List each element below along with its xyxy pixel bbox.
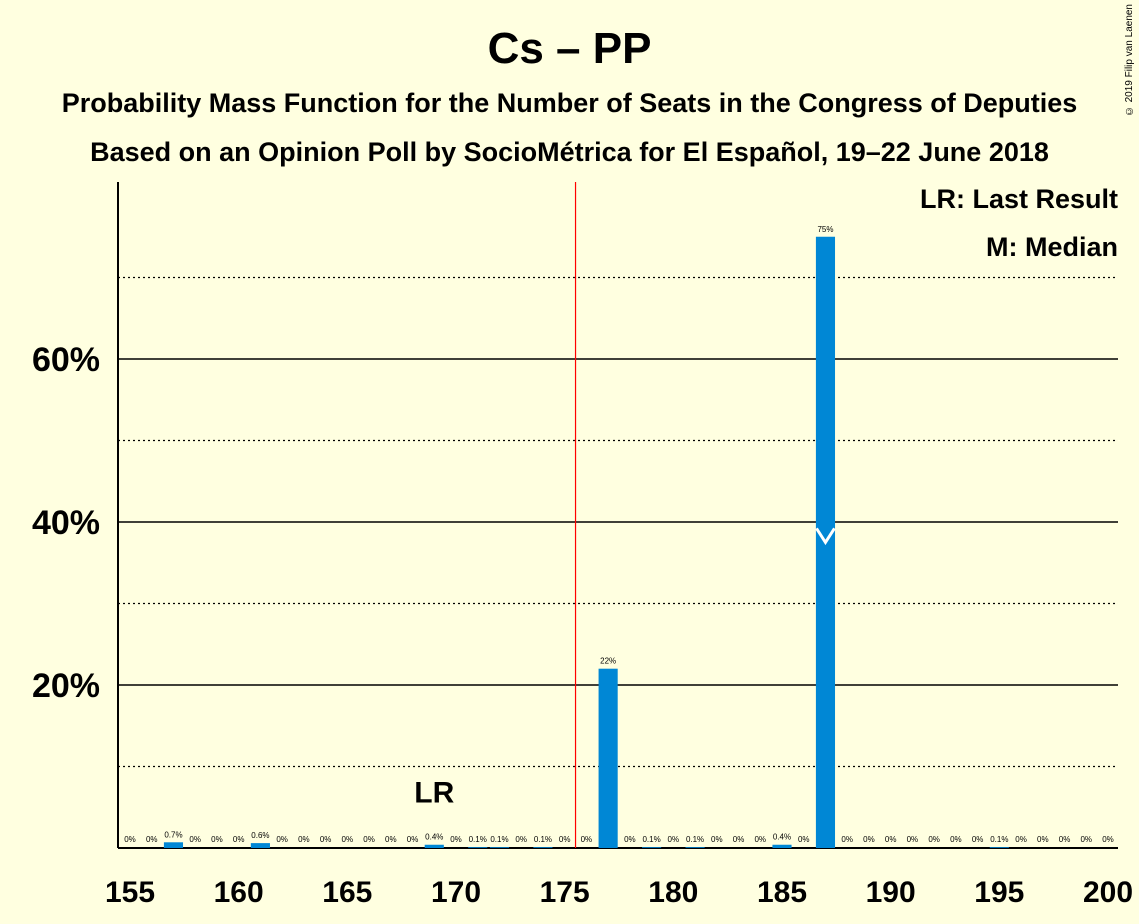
x-tick-label: 190 bbox=[866, 876, 916, 909]
bar bbox=[468, 847, 488, 848]
bar-value-label: 0% bbox=[928, 835, 940, 844]
bar-value-label: 0.1% bbox=[469, 835, 487, 844]
legend-median: M: Median bbox=[986, 232, 1118, 262]
bar bbox=[598, 668, 618, 848]
bar-value-label: 0% bbox=[841, 835, 853, 844]
bar-value-label: 0.1% bbox=[686, 835, 704, 844]
bar bbox=[533, 847, 553, 848]
bar-value-label: 0% bbox=[146, 835, 158, 844]
y-tick-label: 40% bbox=[32, 504, 100, 542]
bar-value-label: 0.4% bbox=[425, 833, 443, 842]
bar-value-label: 0.1% bbox=[490, 835, 508, 844]
bar-value-label: 0.4% bbox=[773, 833, 791, 842]
bar-value-label: 0% bbox=[559, 835, 571, 844]
bar-value-label: 0% bbox=[754, 835, 766, 844]
bar-value-label: 0% bbox=[407, 835, 419, 844]
bar bbox=[250, 843, 270, 848]
bar-value-label: 0% bbox=[907, 835, 919, 844]
bar-value-label: 0% bbox=[885, 835, 897, 844]
bar-value-label: 0% bbox=[211, 835, 223, 844]
bar bbox=[685, 847, 705, 848]
bar-value-label: 0% bbox=[1015, 835, 1027, 844]
x-tick-label: 170 bbox=[431, 876, 481, 909]
x-tick-label: 160 bbox=[214, 876, 264, 909]
bar-value-label: 0% bbox=[298, 835, 310, 844]
bar-value-label: 0% bbox=[320, 835, 332, 844]
bar-value-label: 0.1% bbox=[534, 835, 552, 844]
bar-value-label: 0.7% bbox=[164, 830, 182, 839]
bar-value-label: 0% bbox=[1059, 835, 1071, 844]
bar-value-label: 0% bbox=[1102, 835, 1114, 844]
bar-value-label: 0% bbox=[711, 835, 723, 844]
bar-value-label: 0% bbox=[363, 835, 375, 844]
bar bbox=[489, 847, 510, 848]
bar-value-label: 0% bbox=[1080, 835, 1092, 844]
bar-value-label: 0% bbox=[189, 835, 201, 844]
bar-value-label: 0% bbox=[624, 835, 636, 844]
x-tick-label: 165 bbox=[322, 876, 372, 909]
x-tick-label: 155 bbox=[105, 876, 155, 909]
last-result-label: LR bbox=[414, 777, 454, 810]
bar-value-label: 0% bbox=[276, 835, 288, 844]
bar bbox=[163, 842, 184, 848]
legend-last-result: LR: Last Result bbox=[919, 184, 1118, 214]
bar-value-label: 0% bbox=[385, 835, 397, 844]
bar-value-label: 0% bbox=[1037, 835, 1049, 844]
x-tick-label: 175 bbox=[540, 876, 590, 909]
chart-title: Cs – PP bbox=[487, 24, 652, 73]
bar-value-label: 0% bbox=[972, 835, 984, 844]
x-tick-label: 195 bbox=[974, 876, 1024, 909]
x-tick-label: 200 bbox=[1083, 876, 1133, 909]
bar-value-label: 0% bbox=[450, 835, 462, 844]
chart-subtitle-poll: Based on an Opinion Poll by SocioMétrica… bbox=[90, 137, 1049, 167]
bar-value-label: 0% bbox=[581, 835, 593, 844]
bar-value-label: 0% bbox=[124, 835, 136, 844]
bar-value-label: 0% bbox=[342, 835, 354, 844]
bar-value-label: 0% bbox=[233, 835, 245, 844]
x-tick-label: 180 bbox=[648, 876, 698, 909]
bar-value-label: 0.1% bbox=[642, 835, 660, 844]
bar bbox=[424, 844, 444, 848]
bar bbox=[642, 847, 662, 848]
chart-subtitle: Probability Mass Function for the Number… bbox=[61, 88, 1078, 118]
bar-value-label: 0% bbox=[950, 835, 962, 844]
bar-value-label: 22% bbox=[600, 657, 616, 666]
bar-value-label: 0% bbox=[863, 835, 875, 844]
bar bbox=[772, 844, 792, 848]
bar-value-label: 0% bbox=[798, 835, 810, 844]
x-tick-label: 185 bbox=[757, 876, 807, 909]
bar-value-label: 0.1% bbox=[990, 835, 1008, 844]
bar-value-label: 0% bbox=[668, 835, 680, 844]
median-marker bbox=[815, 527, 836, 546]
bar-value-label: 0% bbox=[733, 835, 745, 844]
bar bbox=[989, 847, 1009, 848]
bar-value-label: 0.6% bbox=[251, 831, 269, 840]
bar-value-label: 75% bbox=[817, 225, 833, 234]
y-tick-label: 60% bbox=[32, 341, 100, 379]
bar-value-label: 0% bbox=[515, 835, 527, 844]
y-tick-label: 20% bbox=[32, 667, 100, 705]
